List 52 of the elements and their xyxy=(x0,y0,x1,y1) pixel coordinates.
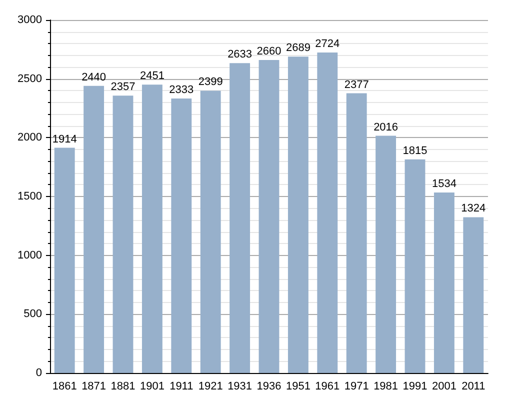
data-label: 2357 xyxy=(110,81,136,94)
data-label: 1815 xyxy=(402,144,428,157)
x-tick-label: 1921 xyxy=(198,380,223,392)
data-label: 2377 xyxy=(344,78,369,91)
bar xyxy=(463,217,484,373)
x-tick-label: 1971 xyxy=(344,380,369,392)
x-tick-label: 1871 xyxy=(82,380,106,392)
x-tick-label: 1881 xyxy=(110,380,136,392)
y-tick-label: 1000 xyxy=(18,249,42,262)
bar xyxy=(54,148,75,373)
y-tick-label: 1500 xyxy=(18,190,42,202)
bar xyxy=(288,56,308,373)
bar xyxy=(171,98,192,373)
bar xyxy=(230,63,250,373)
data-label: 2440 xyxy=(82,71,106,84)
y-tick-label: 0 xyxy=(36,367,42,379)
x-tick-label: 1911 xyxy=(170,380,194,392)
x-tick-label: 1951 xyxy=(286,380,310,392)
data-label: 2399 xyxy=(198,76,223,88)
x-tick-label: 1901 xyxy=(140,380,164,392)
data-label: 2689 xyxy=(286,42,310,54)
data-label: 1534 xyxy=(432,178,456,190)
data-label: 1914 xyxy=(52,133,77,146)
bar xyxy=(112,96,134,373)
bar xyxy=(346,93,367,373)
bar xyxy=(376,136,396,373)
bar xyxy=(434,192,454,373)
bar xyxy=(404,159,426,373)
x-tick-label: 1861 xyxy=(52,380,77,392)
data-label: 2333 xyxy=(169,84,194,96)
x-tick-label: 1981 xyxy=(374,380,398,392)
x-tick-label: 2011 xyxy=(462,380,486,392)
data-label: 2724 xyxy=(315,38,340,50)
bar xyxy=(200,90,221,373)
bar xyxy=(317,52,338,373)
data-label: 2633 xyxy=(228,48,252,61)
x-tick-label: 2001 xyxy=(432,380,456,392)
data-label: 2451 xyxy=(140,70,164,82)
data-label: 2660 xyxy=(256,46,282,58)
x-tick-label: 1991 xyxy=(402,380,428,392)
data-label: 2016 xyxy=(374,121,398,134)
x-tick-label: 1936 xyxy=(256,380,282,392)
y-tick-label: 2000 xyxy=(18,132,42,144)
y-tick-label: 2500 xyxy=(18,72,42,85)
x-tick-label: 1961 xyxy=(315,380,340,392)
y-tick-label: 500 xyxy=(24,308,42,320)
bar xyxy=(84,86,104,373)
bar xyxy=(258,60,280,373)
x-tick-label: 1931 xyxy=(228,380,252,392)
y-tick-label: 3000 xyxy=(18,14,42,26)
bar xyxy=(142,84,162,373)
data-label: 1324 xyxy=(461,202,486,215)
